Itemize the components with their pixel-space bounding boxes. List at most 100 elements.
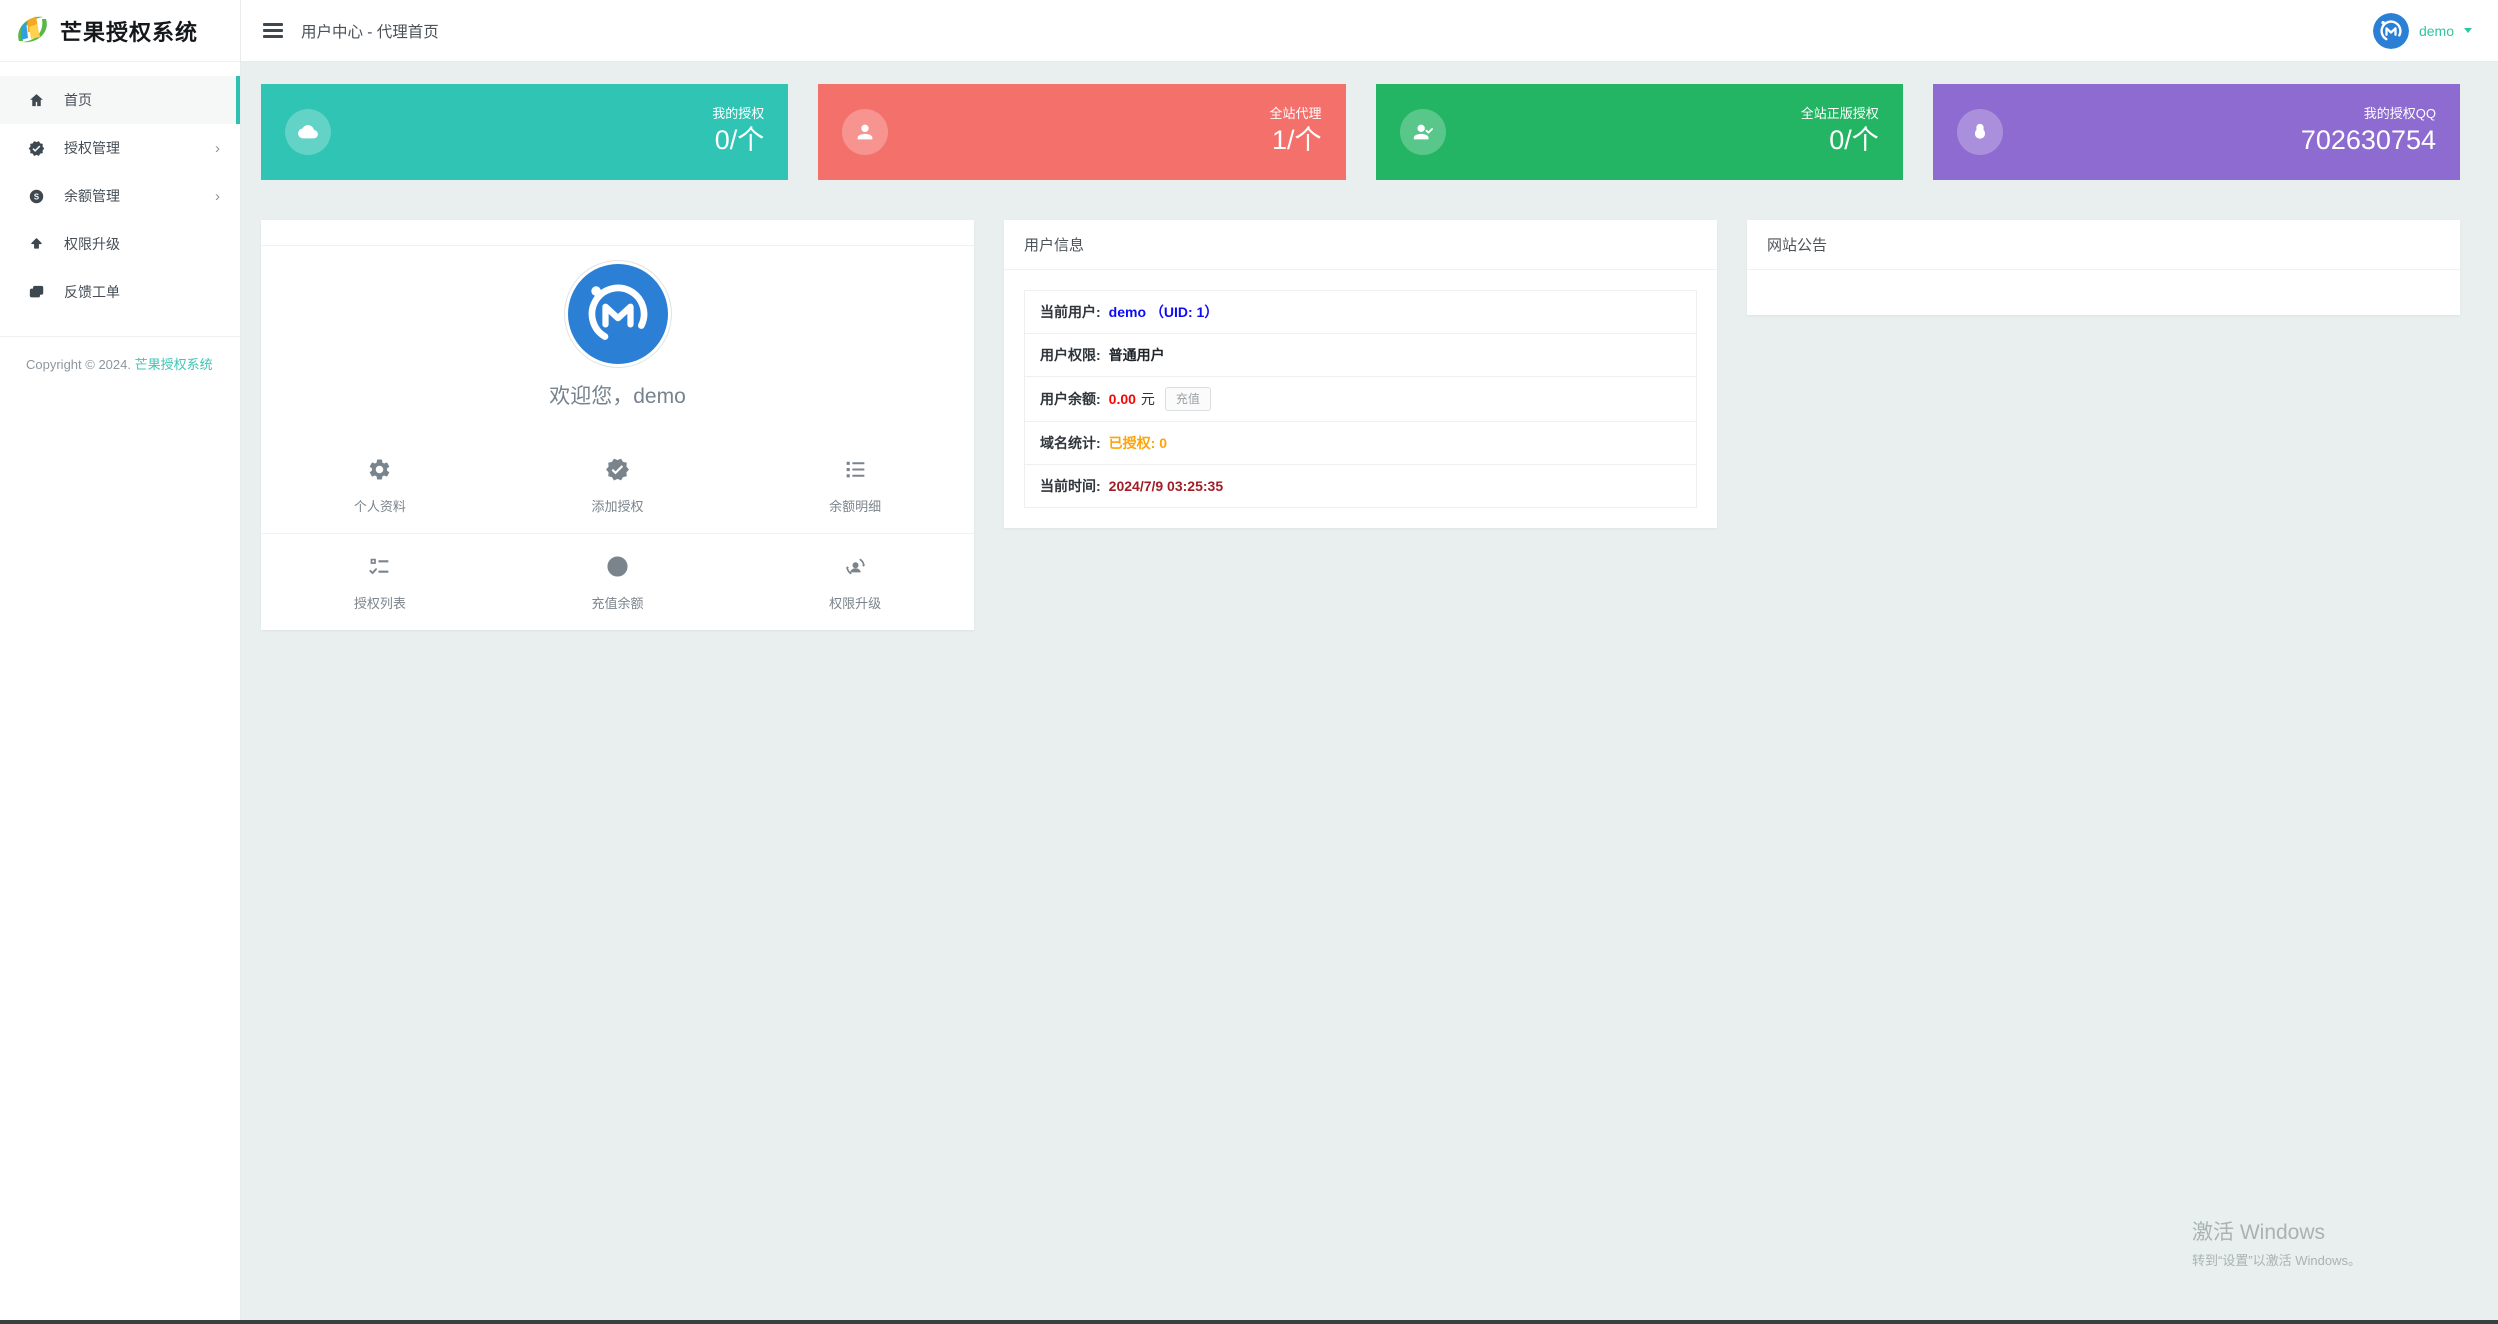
action-label: 余额明细: [829, 498, 882, 514]
dollar-circle-icon: $: [605, 554, 630, 580]
stat-label: 我的授权QQ: [2363, 106, 2436, 121]
site-logo-icon: [563, 260, 672, 368]
user-check-icon: [1399, 109, 1446, 155]
topbar: 用户中心 - 代理首页 demo: [241, 0, 2498, 62]
action-balance-detail[interactable]: 余额明细: [736, 436, 974, 533]
sidebar-item-label: 反馈工单: [64, 284, 120, 300]
announcement-title: 网站公告: [1747, 220, 2460, 270]
quick-actions: 个人资料 添加授权 余额明细: [261, 436, 974, 630]
stat-card-my-licenses: 我的授权 0/个: [261, 84, 789, 180]
info-value: 0.00: [1108, 391, 1136, 407]
sidebar-item-feedback-ticket[interactable]: 反馈工单: [0, 268, 240, 316]
user-dropdown[interactable]: demo: [2372, 12, 2472, 49]
brand-logo-icon: [13, 11, 51, 50]
stat-row: 我的授权 0/个 全站代理 1/个: [261, 84, 2460, 180]
recharge-button[interactable]: 充值: [1164, 387, 1211, 411]
sidebar-item-label: 余额管理: [64, 188, 120, 204]
svg-text:$: $: [614, 562, 620, 574]
info-row-current-user: 当前用户: demo （UID: 1）: [1025, 291, 1696, 334]
sidebar-item-permission-upgrade[interactable]: 权限升级: [0, 220, 240, 268]
action-label: 权限升级: [829, 596, 882, 611]
svg-text:S: S: [33, 192, 38, 201]
info-label: 域名统计:: [1040, 435, 1101, 451]
info-value: 普通用户: [1108, 347, 1165, 363]
sidebar-item-balance-management[interactable]: S 余额管理 ›: [0, 172, 240, 220]
sidebar-menu: 首页 授权管理 › S 余额管理 › 权限升级: [0, 62, 240, 316]
stat-card-license-qq: 我的授权QQ 702630754: [1932, 84, 2460, 180]
stat-label: 我的授权: [712, 106, 765, 121]
action-add-license[interactable]: 添加授权: [499, 436, 737, 533]
sidebar-item-license-management[interactable]: 授权管理 ›: [0, 124, 240, 172]
hamburger-menu-icon[interactable]: [263, 23, 283, 38]
info-row-balance: 用户余额: 0.00 元 充值: [1025, 377, 1696, 422]
page-title: 用户中心 - 代理首页: [301, 23, 439, 41]
copyright: Copyright © 2024. 芒果授权系统: [0, 337, 240, 393]
sidebar-divider: [0, 336, 240, 337]
checklist-icon: [367, 554, 392, 580]
action-label: 添加授权: [591, 498, 644, 514]
info-row-permission: 用户权限: 普通用户: [1025, 334, 1696, 377]
avatar: [2372, 12, 2409, 49]
user-sync-icon: [843, 554, 868, 580]
chevron-right-icon: ›: [215, 187, 220, 205]
action-label: 授权列表: [353, 596, 406, 611]
info-label: 用户权限:: [1040, 347, 1101, 363]
stat-label: 全站正版授权: [1800, 106, 1879, 121]
copyright-brand-link[interactable]: 芒果授权系统: [134, 357, 213, 372]
user-info-list: 当前用户: demo （UID: 1） 用户权限: 普通用户 用户余额: 0.0…: [1024, 290, 1697, 508]
action-profile[interactable]: 个人资料: [261, 436, 499, 533]
list-icon: [843, 456, 868, 482]
window-bottom-edge: [0, 1320, 2498, 1324]
user-info-title: 用户信息: [1004, 220, 1717, 270]
action-license-list[interactable]: 授权列表: [261, 532, 499, 631]
ticket-icon: [27, 283, 45, 301]
sidebar-item-home[interactable]: 首页: [0, 76, 240, 124]
user-icon: [842, 109, 889, 155]
announcement-body: [1747, 270, 2460, 315]
info-row-domain-stats: 域名统计: 已授权: 0: [1025, 422, 1696, 465]
info-value: 已授权: 0: [1108, 435, 1168, 451]
stat-card-site-genuine-licenses: 全站正版授权 0/个: [1375, 84, 1903, 180]
home-icon: [27, 91, 45, 109]
info-value: 2024/7/9 03:25:35: [1108, 478, 1224, 494]
sidebar: 芒果授权系统 首页 授权管理 › S 余额管理 ›: [0, 0, 241, 1324]
balance-icon: S: [27, 187, 45, 205]
brand-name: 芒果授权系统: [60, 19, 199, 45]
stat-label: 全站代理: [1269, 106, 1322, 121]
stat-value: 0/个: [1829, 125, 1879, 156]
copyright-text: Copyright © 2024.: [26, 357, 135, 372]
user-info-card: 用户信息 当前用户: demo （UID: 1） 用户权限: 普通用户: [1004, 220, 1717, 528]
welcome-greeting: 欢迎您，demo: [549, 385, 686, 408]
action-recharge-balance[interactable]: $ 充值余额: [498, 532, 737, 631]
welcome-card-header: [261, 220, 974, 246]
balance-unit: 元: [1140, 391, 1155, 407]
content-area: 我的授权 0/个 全站代理 1/个: [241, 62, 2498, 1324]
sidebar-item-label: 权限升级: [64, 236, 120, 252]
upgrade-arrow-icon: [27, 235, 45, 253]
welcome-card: 欢迎您，demo 个人资料 添加授: [261, 220, 974, 630]
cards-row: 欢迎您，demo 个人资料 添加授: [261, 220, 2460, 630]
info-row-current-time: 当前时间: 2024/7/9 03:25:35: [1025, 465, 1696, 507]
sidebar-item-label: 授权管理: [64, 140, 120, 156]
announcement-card: 网站公告: [1747, 220, 2460, 315]
info-label: 当前时间:: [1040, 478, 1101, 494]
badge-check-icon: [605, 456, 630, 482]
info-label: 用户余额:: [1040, 391, 1101, 407]
cloud-icon: [285, 109, 331, 155]
info-value: demo （UID: 1）: [1108, 304, 1219, 320]
info-label: 当前用户:: [1040, 304, 1101, 320]
qq-icon: [1956, 109, 2003, 155]
chevron-right-icon: ›: [215, 139, 220, 157]
brand[interactable]: 芒果授权系统: [0, 0, 240, 62]
action-label: 充值余额: [591, 596, 644, 611]
stat-value: 0/个: [714, 125, 765, 156]
sidebar-item-label: 首页: [64, 92, 92, 108]
action-permission-upgrade[interactable]: 权限升级: [736, 532, 974, 631]
username: demo: [2418, 22, 2454, 39]
stat-card-site-agents: 全站代理 1/个: [818, 84, 1346, 180]
caret-down-icon: [2464, 28, 2472, 33]
stat-value: 702630754: [2300, 125, 2436, 156]
stat-value: 1/个: [1271, 125, 1322, 156]
license-badge-icon: [27, 139, 45, 157]
